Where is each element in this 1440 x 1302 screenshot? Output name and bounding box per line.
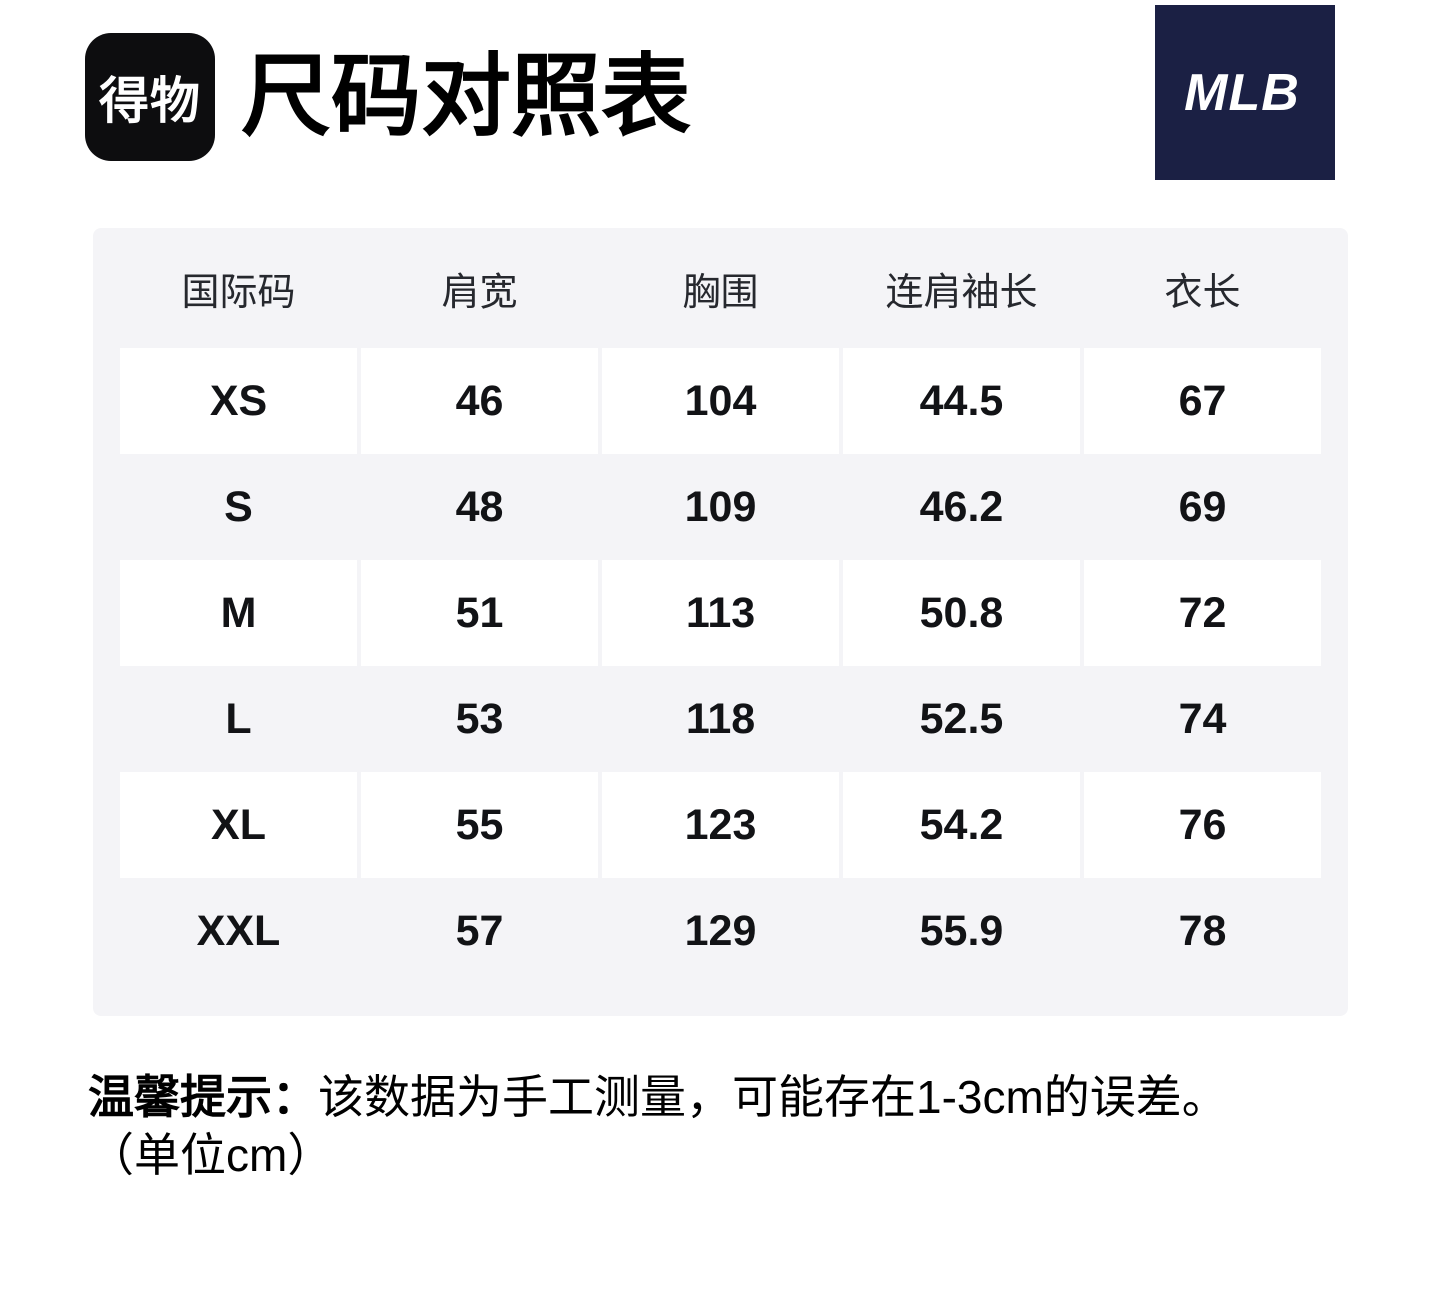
value-cell: 69	[1178, 482, 1227, 531]
column-header-intl-size: 国际码	[181, 271, 296, 314]
mlb-brand-badge: MLB	[1155, 5, 1335, 180]
mlb-brand-text: MLB	[1184, 63, 1300, 122]
value-cell: 78	[1178, 906, 1227, 955]
value-cell: 118	[685, 694, 756, 743]
header: 得物 尺码对照表	[85, 33, 691, 161]
footer-note: 温馨提示：该数据为手工测量，可能存在1-3cm的误差。 （单位cm）	[88, 1068, 1388, 1185]
value-cell: 53	[455, 694, 504, 743]
value-cell: 51	[361, 560, 598, 666]
note-text: 该数据为手工测量，可能存在1-3cm的误差。	[318, 1071, 1228, 1123]
column-header-chest: 胸围	[682, 271, 759, 314]
table-row: XS 46 104 44.5 67	[120, 348, 1321, 454]
table-row: L 53 118 52.5 74	[120, 666, 1321, 772]
note-unit: （单位cm）	[88, 1129, 334, 1182]
dewu-logo: 得物	[85, 33, 215, 161]
size-cell: XL	[120, 772, 357, 878]
table-row: S 48 109 46.2 69	[120, 454, 1321, 560]
value-cell: 50.8	[843, 560, 1080, 666]
value-cell: 76	[1084, 772, 1321, 878]
value-cell: 52.5	[919, 694, 1004, 743]
value-cell: 44.5	[843, 348, 1080, 454]
size-cell: XXL	[196, 906, 281, 955]
value-cell: 54.2	[843, 772, 1080, 878]
size-table-body: XS 46 104 44.5 67 S 48 109 46.2 69 M 51 113 50.8 72 L 53…	[120, 348, 1321, 984]
value-cell: 46.2	[919, 482, 1004, 531]
value-cell: 109	[684, 482, 757, 531]
value-cell: 67	[1084, 348, 1321, 454]
note-line: 温馨提示：该数据为手工测量，可能存在1-3cm的误差。	[88, 1068, 1388, 1126]
column-header-shoulder-width: 肩宽	[441, 271, 518, 314]
column-header-raglan-sleeve-length: 连肩袖长	[885, 271, 1038, 314]
value-cell: 74	[1178, 694, 1227, 743]
page-title: 尺码对照表	[241, 47, 691, 147]
dewu-logo-text: 得物	[99, 73, 201, 129]
size-cell: XS	[120, 348, 357, 454]
column-header-garment-length: 衣长	[1164, 271, 1241, 314]
table-row: M 51 113 50.8 72	[120, 560, 1321, 666]
value-cell: 48	[455, 482, 504, 531]
size-cell: S	[224, 482, 253, 531]
value-cell: 104	[602, 348, 839, 454]
value-cell: 129	[684, 906, 757, 955]
size-table-header-row: 国际码 肩宽 胸围 连肩袖长 衣长	[120, 228, 1321, 348]
value-cell: 113	[602, 560, 839, 666]
value-cell: 72	[1084, 560, 1321, 666]
table-row: XXL 57 129 55.9 78	[120, 878, 1321, 984]
value-cell: 55	[361, 772, 598, 878]
size-cell: L	[225, 694, 252, 743]
value-cell: 46	[361, 348, 598, 454]
note-label: 温馨提示：	[88, 1071, 318, 1123]
table-row: XL 55 123 54.2 76	[120, 772, 1321, 878]
size-table: 国际码 肩宽 胸围 连肩袖长 衣长 XS 46 104 44.5 67 S 48 109 46.…	[93, 228, 1348, 1016]
size-cell: M	[120, 560, 357, 666]
value-cell: 123	[602, 772, 839, 878]
value-cell: 57	[455, 906, 504, 955]
value-cell: 55.9	[919, 906, 1004, 955]
